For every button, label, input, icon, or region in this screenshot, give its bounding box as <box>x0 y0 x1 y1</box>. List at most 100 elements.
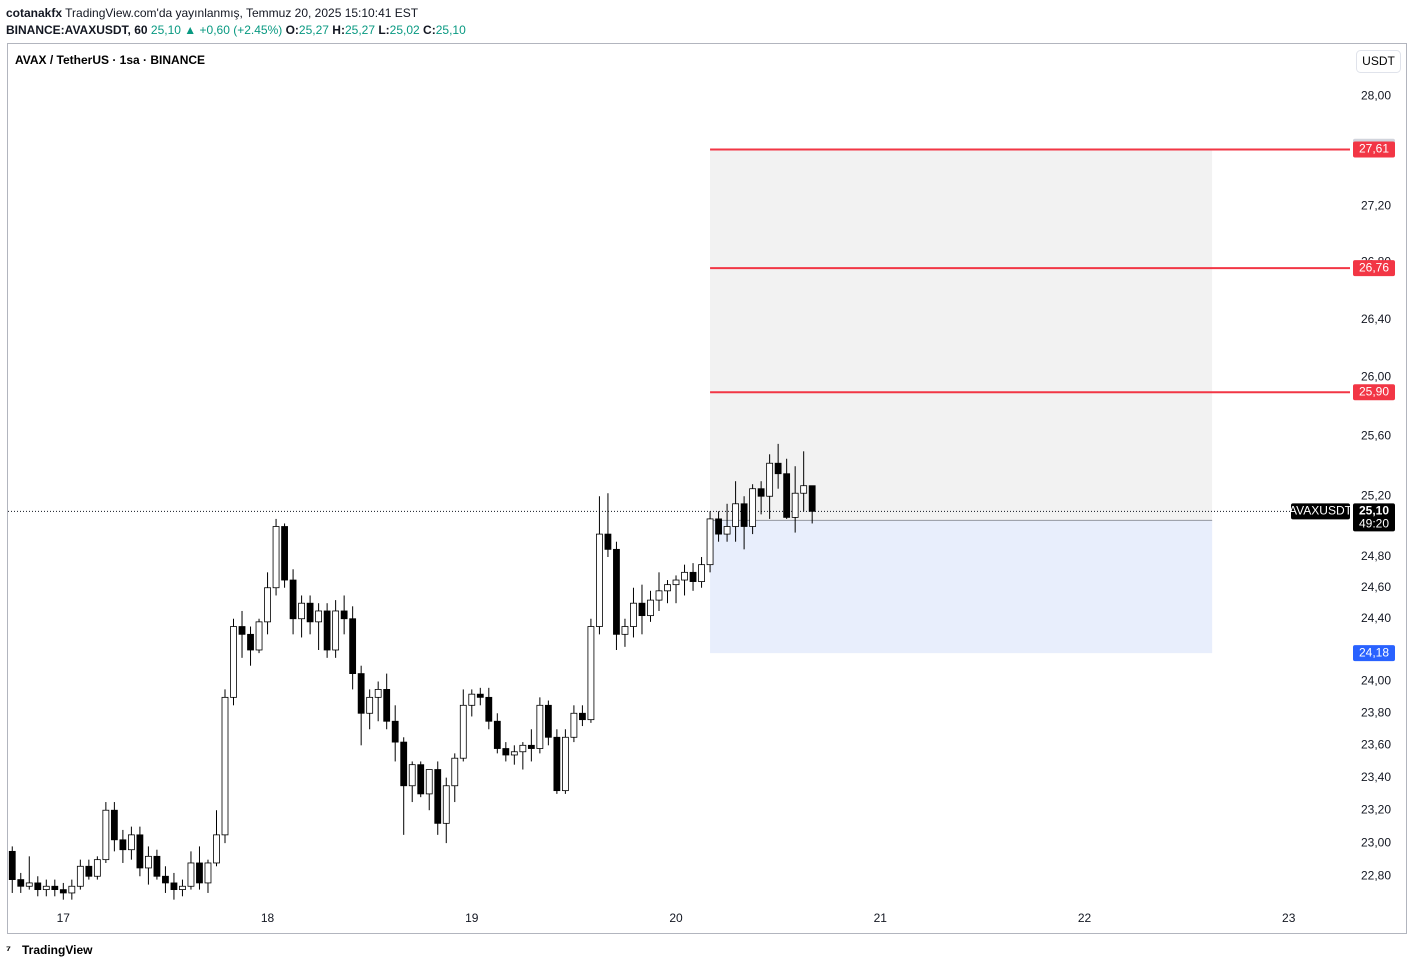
currency-button[interactable] <box>1356 50 1401 73</box>
ohlc-value: 25,02 <box>389 23 420 37</box>
candle-body <box>400 741 408 787</box>
x-tick-label: 19 <box>465 911 479 925</box>
y-tick-label: 23,40 <box>1361 770 1391 784</box>
candle-body <box>417 764 425 795</box>
candle-body <box>247 633 254 651</box>
candle-body <box>510 751 518 756</box>
candle-body <box>689 571 697 582</box>
candle-body <box>272 526 280 589</box>
candle-body <box>323 610 331 651</box>
y-tick-label: 23,60 <box>1361 737 1391 751</box>
candle-body <box>306 602 314 623</box>
candle-body <box>664 584 671 592</box>
candle-body <box>8 850 16 880</box>
stop-label-box <box>1353 645 1395 662</box>
stop-label: 24,18 <box>1359 645 1389 659</box>
candle-body <box>136 834 144 869</box>
y-tick-label: 27,20 <box>1361 198 1391 212</box>
ohlc-value: 25,27 <box>298 23 329 37</box>
y-tick-label: 24,60 <box>1361 580 1391 594</box>
candle-body <box>783 473 791 518</box>
candle-body <box>621 626 629 635</box>
author: cotanakfx <box>6 6 63 20</box>
candle-body <box>383 689 391 722</box>
ohlc-value: 25,10 <box>435 23 466 37</box>
candle-body <box>468 693 476 706</box>
candle-body <box>315 610 323 623</box>
candle-body <box>127 834 135 851</box>
countdown: 49:20 <box>1359 517 1389 531</box>
candle-body <box>493 720 501 749</box>
y-tick-label: 26,00 <box>1361 370 1391 384</box>
y-tick-label: 26,40 <box>1361 312 1391 326</box>
y-tick-label: 23,80 <box>1361 705 1391 719</box>
candle-body <box>289 579 297 620</box>
candle-body <box>749 488 757 527</box>
candle-body <box>170 882 178 891</box>
candle-body <box>613 548 620 635</box>
candle-body <box>570 712 578 738</box>
candle-body <box>357 673 365 714</box>
candle-body <box>561 736 569 792</box>
published: TradingView.com'da yayınlanmış, Temmuz 2… <box>65 6 419 20</box>
ohlc-key: C: <box>423 23 436 37</box>
ohlc-key: O: <box>285 23 299 37</box>
x-tick-label: 20 <box>669 911 683 925</box>
candle-body <box>59 889 67 894</box>
price: 25,10 <box>150 23 181 37</box>
candle-body <box>76 865 84 887</box>
candle-body <box>723 526 731 535</box>
symbol-label: AVAXUSDT <box>1289 504 1353 518</box>
x-tick-label: 17 <box>57 911 71 925</box>
y-tick-label: 24,40 <box>1361 611 1391 625</box>
candle-body <box>119 839 127 851</box>
candle-body <box>536 704 544 749</box>
candle-body <box>476 693 484 698</box>
candle-body <box>647 599 654 617</box>
brand: ⁷ <box>6 943 11 957</box>
header: cotanakfx TradingView.com'da yayınlanmış… <box>6 5 466 39</box>
candle-body <box>17 879 25 887</box>
candle-body <box>102 809 110 861</box>
header-line: BINANCE:AVAXUSDT, 60 25,10 ▲ +0,60 (+2.4… <box>6 22 466 39</box>
level-label: 26,76 <box>1359 260 1389 274</box>
candle-body <box>281 526 288 581</box>
y-tick-label: 24,00 <box>1361 674 1391 688</box>
candle-body <box>264 587 271 623</box>
candle-body <box>51 885 59 891</box>
candle-body <box>332 610 340 651</box>
candle-body <box>485 696 493 722</box>
y-tick-label: 22,80 <box>1361 868 1391 882</box>
candle-body <box>204 862 212 884</box>
candle-body <box>553 736 561 792</box>
x-tick-label: 23 <box>1282 911 1296 925</box>
candle-body <box>732 503 739 527</box>
candle-body <box>715 518 722 535</box>
level-label-box <box>1353 384 1395 401</box>
candle-body <box>757 488 765 497</box>
candle-body <box>179 885 186 891</box>
y-tick-label: 24,80 <box>1361 549 1391 563</box>
candle-body <box>391 720 399 743</box>
candle-body <box>774 462 782 475</box>
candle-body <box>604 533 612 550</box>
candle-body <box>579 712 586 721</box>
currency[interactable]: USDT <box>1362 54 1395 68</box>
candle-body <box>196 862 203 884</box>
candle-body <box>502 748 510 756</box>
candle-body <box>681 571 688 581</box>
candle-body <box>93 859 101 877</box>
candle-body <box>153 855 161 877</box>
candle-body <box>145 855 152 869</box>
candle-body <box>808 485 816 512</box>
header-line: cotanakfx TradingView.com'da yayınlanmış… <box>6 5 466 22</box>
candle-body <box>340 610 348 620</box>
candle-body <box>587 626 595 721</box>
candle-body <box>85 865 93 877</box>
candle-body <box>213 834 220 864</box>
candle-body <box>68 885 76 894</box>
y-tick-label: 28,00 <box>1361 88 1391 102</box>
symbol: BINANCE:AVAXUSDT, 60 <box>6 23 148 37</box>
